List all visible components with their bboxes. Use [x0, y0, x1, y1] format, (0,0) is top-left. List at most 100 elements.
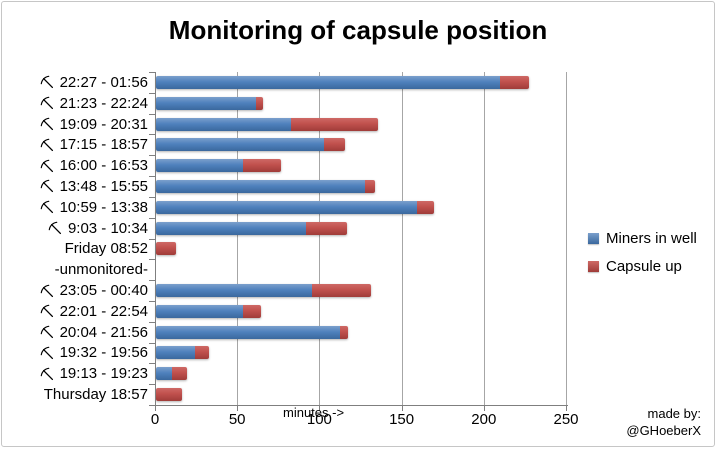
pickaxe-icon [40, 305, 53, 318]
bar-miners-in-well [156, 304, 244, 318]
bar-miners-in-well [156, 117, 291, 131]
x-tick-label: 200 [471, 411, 497, 428]
category-label: Thursday 18:57 [43, 386, 148, 404]
category-row: 16:00 - 16:53 [2, 155, 148, 176]
bar-capsule-up [243, 159, 281, 173]
y-axis-tick [149, 384, 155, 386]
y-axis-tick [149, 196, 155, 198]
category-row: 22:01 - 22:54 [2, 301, 148, 322]
category-row: 19:09 - 20:31 [2, 114, 148, 135]
x-axis-line [155, 405, 568, 406]
pickaxe-icon [40, 159, 53, 172]
stacked-bar [156, 117, 378, 131]
pickaxe-icon [40, 200, 53, 214]
category-row: 17:15 - 18:57 [2, 134, 148, 155]
x-tick-label: 150 [389, 411, 415, 428]
credit-line2: @GHoeberX [626, 423, 701, 438]
category-label: 23:05 - 00:40 [59, 282, 148, 300]
stacked-bar [156, 388, 183, 402]
bar-capsule-up [417, 200, 434, 214]
bar-capsule-up [156, 242, 176, 256]
bar-capsule-up [340, 325, 349, 339]
gridline [319, 72, 321, 405]
stacked-bar [156, 159, 281, 173]
bar-miners-in-well [156, 200, 418, 214]
pickaxe-icon [40, 117, 53, 131]
category-label: 19:32 - 19:56 [59, 344, 148, 362]
y-axis-tick [149, 405, 155, 406]
stacked-bar [156, 179, 375, 193]
bar-miners-in-well [156, 96, 257, 110]
pickaxe-icon [48, 221, 61, 235]
y-axis-tick [149, 217, 155, 219]
gridline [401, 72, 403, 405]
y-axis-labels: 22:27 - 01:56 21:23 - 22:24 19:09 - 20:31 1… [2, 72, 148, 405]
pickaxe-icon [40, 76, 53, 89]
bar-capsule-up [156, 388, 183, 402]
category-row: 21:23 - 22:24 [2, 93, 148, 114]
y-axis-tick [149, 72, 155, 73]
stacked-bar [156, 325, 349, 339]
bar-miners-in-well [156, 284, 313, 298]
x-axis-tick [483, 405, 485, 411]
category-row: 19:13 - 19:23 [2, 363, 148, 384]
bar-miners-in-well [156, 221, 306, 235]
y-axis-tick [149, 300, 155, 302]
stacked-bar [156, 304, 262, 318]
category-label: 9:03 - 10:34 [67, 219, 148, 237]
y-axis-tick [149, 113, 155, 115]
category-label: Friday 08:52 [64, 240, 148, 258]
x-axis-tick [237, 405, 239, 411]
bar-capsule-up [290, 117, 378, 131]
category-label: 20:04 - 21:56 [59, 323, 148, 341]
bar-miners-in-well [156, 138, 324, 152]
category-row: 20:04 - 21:56 [2, 322, 148, 343]
legend: Miners in well Capsule up [588, 226, 697, 282]
x-axis-tick [566, 405, 567, 411]
y-axis-tick [149, 92, 155, 94]
stacked-bar [156, 367, 188, 381]
stacked-bar [156, 221, 347, 235]
bar-miners-in-well [156, 179, 365, 193]
category-label: 17:15 - 18:57 [59, 136, 148, 154]
category-label: -unmonitored- [54, 261, 148, 279]
category-label: 22:27 - 01:56 [59, 73, 148, 91]
bar-capsule-up [305, 221, 347, 235]
stacked-bar [156, 75, 530, 89]
category-label: 21:23 - 22:24 [59, 94, 148, 112]
category-row: Friday 08:52 [2, 239, 148, 260]
category-row: -unmonitored- [2, 259, 148, 280]
y-axis-tick [149, 155, 155, 157]
category-label: 10:59 - 13:38 [59, 198, 148, 216]
pickaxe-icon [40, 346, 53, 360]
bar-miners-in-well [156, 159, 244, 173]
y-axis-line [155, 72, 156, 405]
legend-swatch-capsule-up [588, 260, 599, 272]
pickaxe-icon [40, 367, 53, 380]
plot-area [149, 72, 568, 411]
gridline [237, 72, 239, 405]
category-row: 19:32 - 19:56 [2, 343, 148, 364]
x-axis-title: minutes -> [283, 405, 345, 420]
x-axis-tick [319, 405, 321, 411]
category-row: Thursday 18:57 [2, 384, 148, 405]
y-axis-tick [149, 280, 155, 282]
pickaxe-icon [40, 284, 53, 297]
bar-miners-in-well [156, 325, 341, 339]
x-axis-tick [155, 405, 156, 411]
gridline [566, 72, 567, 405]
x-tick-label: 250 [553, 411, 579, 428]
y-axis-tick [149, 134, 155, 136]
legend-label: Miners in well [606, 229, 697, 247]
category-label: 19:13 - 19:23 [59, 365, 148, 383]
bar-miners-in-well [156, 75, 500, 89]
stacked-bar [156, 96, 263, 110]
pickaxe-icon [40, 96, 53, 110]
category-label: 19:09 - 20:31 [59, 115, 148, 133]
bar-miners-in-well [156, 367, 173, 381]
y-axis-tick [149, 321, 155, 323]
category-label: 13:48 - 15:55 [59, 177, 148, 195]
y-axis-tick [149, 342, 155, 344]
category-row: 13:48 - 15:55 [2, 176, 148, 197]
credit: made by: @GHoeberX [626, 405, 701, 439]
